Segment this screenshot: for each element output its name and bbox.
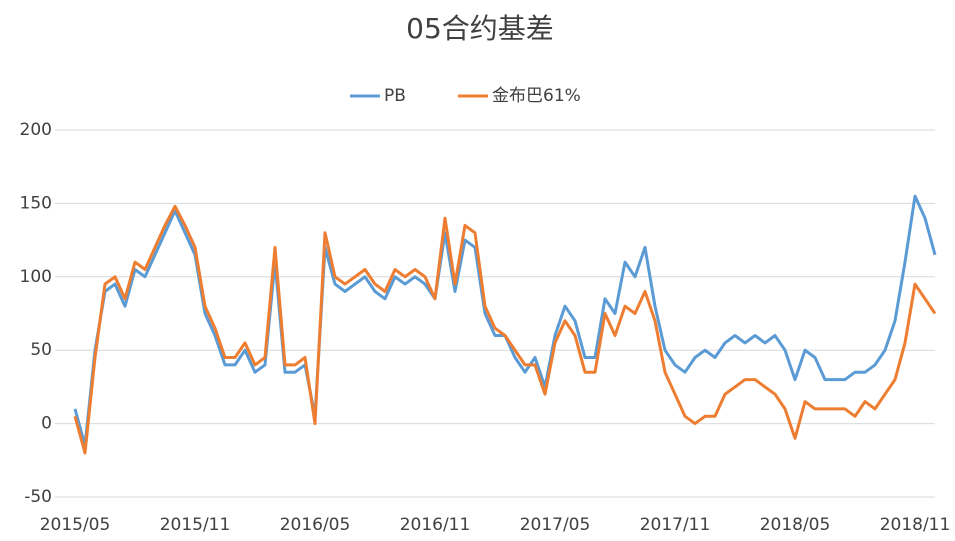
x-tick-label: 2017/05 <box>520 515 591 535</box>
legend-label: 金布巴61% <box>492 86 581 106</box>
x-tick-label: 2018/05 <box>760 515 831 535</box>
y-tick-label: -50 <box>24 487 52 507</box>
y-tick-label: 100 <box>20 267 52 287</box>
series-line <box>73 194 937 448</box>
legend: PB 金布巴61% <box>350 86 581 106</box>
x-tick-label: 2016/11 <box>400 515 471 535</box>
x-tick-label: 2015/05 <box>40 515 111 535</box>
y-tick-label: 50 <box>30 340 52 360</box>
legend-label: PB <box>384 86 406 106</box>
x-tick-label: 2016/05 <box>280 515 351 535</box>
chart-title: 05合约基差 <box>406 12 554 45</box>
x-tick-label: 2015/11 <box>160 515 231 535</box>
y-tick-label: 0 <box>41 414 52 434</box>
x-tick-label: 2017/11 <box>640 515 711 535</box>
series-line <box>73 204 937 455</box>
y-tick-label: 200 <box>20 120 52 140</box>
y-tick-label: 150 <box>20 193 52 213</box>
x-tick-label: 2018/11 <box>880 515 951 535</box>
